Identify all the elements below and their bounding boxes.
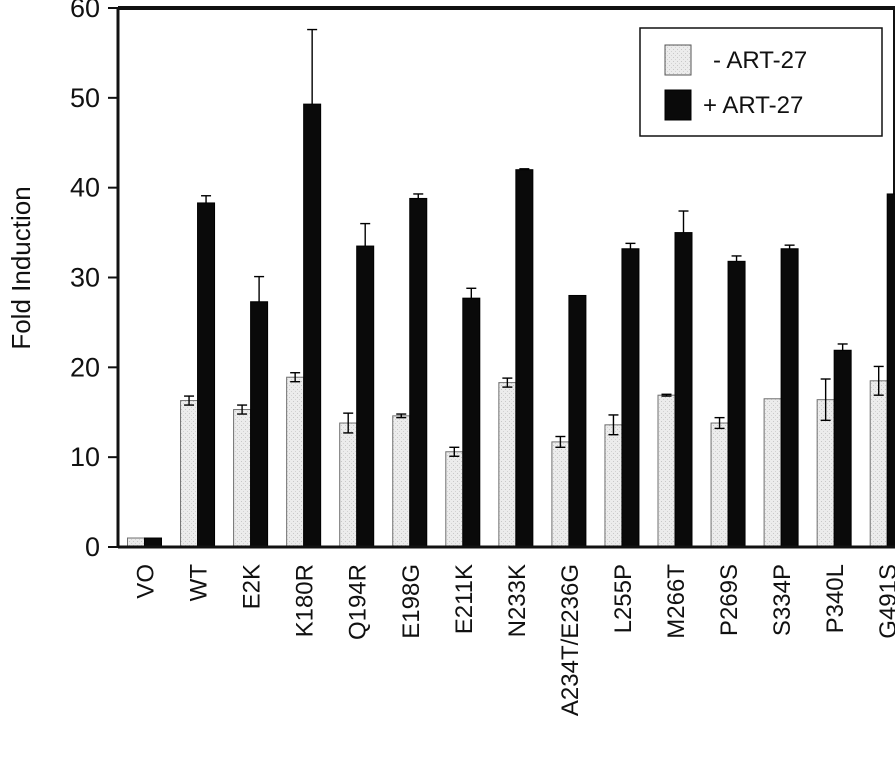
legend-swatch-minus-art27 bbox=[664, 44, 692, 76]
bar-k180r-minus-art27 bbox=[286, 376, 305, 548]
x-tick-label-m266t: M266T bbox=[663, 564, 690, 639]
y-tick-label-40: 40 bbox=[70, 173, 100, 203]
x-tick-label-e2k: E2K bbox=[239, 564, 266, 609]
bar-p269s-minus-art27 bbox=[710, 422, 729, 548]
y-tick-label-30: 30 bbox=[70, 263, 100, 293]
x-tick-label-wt: WT bbox=[186, 564, 213, 602]
x-tick-label-g491s: G491S bbox=[875, 564, 895, 639]
bar-q194r-plus-art27 bbox=[356, 245, 375, 548]
bar-l255p-minus-art27 bbox=[604, 424, 623, 548]
x-tick-label-p340l: P340L bbox=[822, 564, 849, 633]
x-tick-label-a234t-e236g: A234T/E236G bbox=[557, 564, 584, 716]
bar-n233k-minus-art27 bbox=[498, 382, 517, 548]
bar-wt-plus-art27 bbox=[197, 202, 216, 548]
y-tick-label-0: 0 bbox=[85, 532, 100, 562]
x-tick-label-vo: VO bbox=[133, 564, 160, 599]
bar-s334p-plus-art27 bbox=[780, 248, 799, 548]
bar-e211k-plus-art27 bbox=[462, 297, 481, 548]
bar-m266t-plus-art27 bbox=[674, 232, 693, 548]
y-axis-label: Fold Induction bbox=[6, 186, 36, 349]
bar-n233k-plus-art27 bbox=[515, 169, 534, 548]
bar-e2k-minus-art27 bbox=[233, 409, 252, 548]
legend-swatch-plus-art27 bbox=[664, 89, 692, 121]
bar-e198g-minus-art27 bbox=[392, 415, 411, 548]
bar-k180r-plus-art27 bbox=[303, 103, 322, 548]
legend-label-minus-art27: - ART-27 bbox=[713, 47, 807, 74]
bar-e211k-minus-art27 bbox=[445, 451, 464, 548]
x-tick-label-e211k: E211K bbox=[451, 564, 478, 634]
x-tick-label-s334p: S334P bbox=[769, 564, 796, 636]
y-tick-label-50: 50 bbox=[70, 83, 100, 113]
x-tick-label-p269s: P269S bbox=[716, 564, 743, 636]
bar-p269s-plus-art27 bbox=[727, 260, 746, 548]
y-tick-label-60: 60 bbox=[70, 0, 100, 23]
bar-p340l-minus-art27 bbox=[816, 399, 835, 548]
x-tick-label-q194r: Q194R bbox=[345, 564, 372, 640]
x-tick-label-n233k: N233K bbox=[504, 564, 531, 637]
bar-g491s-plus-art27 bbox=[886, 193, 895, 548]
bar-s334p-minus-art27 bbox=[763, 398, 782, 548]
legend-label-plus-art27: + ART-27 bbox=[703, 92, 803, 119]
bar-e2k-plus-art27 bbox=[250, 301, 269, 548]
y-tick-label-20: 20 bbox=[70, 352, 100, 382]
bar-l255p-plus-art27 bbox=[621, 248, 640, 548]
axes: VO WT E2K K180R Q194R E198G E211K N233K A234T/E2… bbox=[70, 0, 895, 716]
x-tick-label-e198g: E198G bbox=[398, 564, 425, 639]
bars-layer bbox=[127, 28, 895, 548]
legend: - ART-27 + ART-27 bbox=[639, 27, 883, 137]
x-tick-label-l255p: L255P bbox=[610, 564, 637, 633]
bar-wt-minus-art27 bbox=[180, 400, 199, 548]
bar-p340l-plus-art27 bbox=[833, 349, 852, 548]
x-tick-label-k180r: K180R bbox=[292, 564, 319, 637]
y-tick-label-10: 10 bbox=[70, 442, 100, 472]
bar-a234t-e236g-minus-art27 bbox=[551, 441, 570, 548]
bar-q194r-minus-art27 bbox=[339, 422, 358, 548]
bar-g491s-minus-art27 bbox=[869, 380, 888, 548]
bar-m266t-minus-art27 bbox=[657, 394, 676, 548]
bar-a234t-e236g-plus-art27 bbox=[568, 294, 587, 548]
bar-e198g-plus-art27 bbox=[409, 197, 428, 548]
